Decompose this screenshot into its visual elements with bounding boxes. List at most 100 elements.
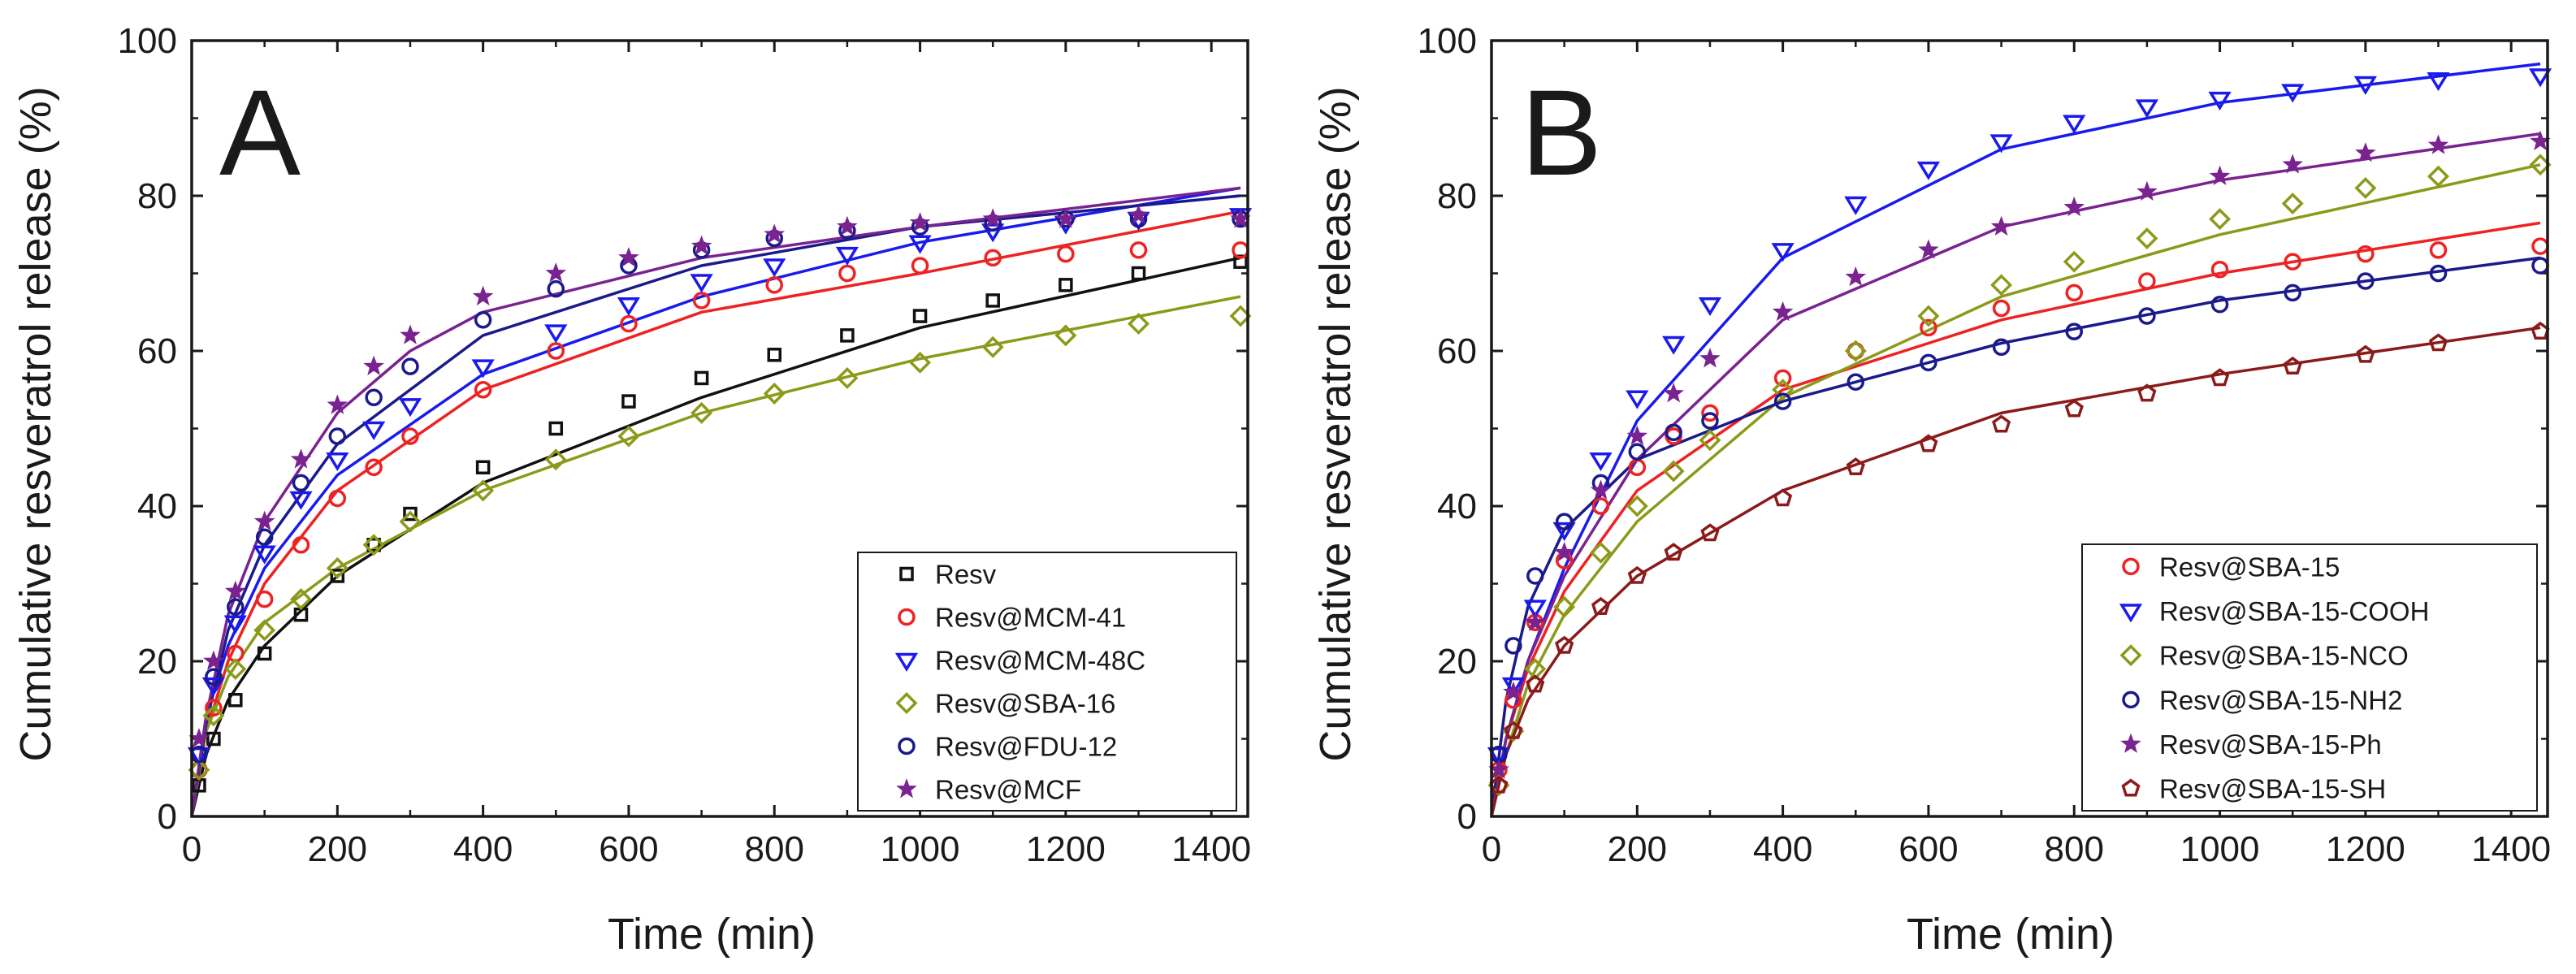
panel-b-series-3-point <box>1665 423 1682 442</box>
panel-b-series-4-point <box>2427 134 2449 154</box>
panel-a-series-5-point <box>837 215 858 236</box>
panel-a-series-0-point <box>330 569 345 583</box>
panel-b-series-2-point <box>1553 595 1576 618</box>
panel-b-series-1-point <box>1662 335 1686 355</box>
panel-a-series-4-point <box>401 357 419 375</box>
panel-a-legend-label: Resv@MCM-41 <box>935 603 1126 633</box>
panel-a-series-5-point <box>290 448 312 469</box>
panel-b-series-1-point <box>1589 452 1613 472</box>
panel-b-series-4-point <box>2355 142 2376 162</box>
panel-a-x-tick-label: 0 <box>182 829 201 869</box>
panel-a-x-tick-label: 1200 <box>1026 829 1106 869</box>
panel-a-series-0-point <box>228 693 243 708</box>
panel-b-series-4-point <box>1525 611 1546 632</box>
panel-a-series-2-point <box>289 491 313 510</box>
panel-b-x-tick-label: 1000 <box>2180 829 2260 869</box>
panel-a-series-2-point <box>362 421 386 440</box>
panel-b-series-5-point <box>2356 344 2375 363</box>
panel-a-legend-label: Resv@FDU-12 <box>935 732 1117 762</box>
panel-b-series-1-point <box>1989 134 2013 154</box>
panel-a-x-tick-label: 600 <box>599 829 658 869</box>
panel-a-legend-box <box>857 552 1237 812</box>
panel-b-series-0-point <box>2531 237 2549 255</box>
panel-a-series-0-point <box>1059 278 1073 292</box>
panel-b-series-1-point <box>1844 196 1868 215</box>
panel-a-series-2-point <box>981 223 1005 243</box>
panel-a-series-0-point <box>366 538 381 552</box>
panel-a-series-4-point <box>547 279 565 298</box>
panel-b-series-0-point <box>2429 241 2448 259</box>
panel-a-series-2-point <box>253 545 276 565</box>
panel-a-series-1-point <box>328 489 347 508</box>
panel-b-x-tick-label: 1400 <box>2471 829 2551 869</box>
panel-a-series-3-point <box>472 479 495 502</box>
panel-b-series-5-point <box>2283 356 2302 374</box>
panel-a-x-axis-title: Time (min) <box>608 910 816 959</box>
panel-a-series-5-point <box>909 211 931 232</box>
panel-a-series-5-point <box>253 510 275 530</box>
panel-b-series-2-point <box>2354 176 2377 199</box>
panel-b-series-4-point <box>2209 165 2231 185</box>
panel-b-series-3-point <box>1555 513 1574 530</box>
panel-b-series-5-point <box>1526 674 1545 693</box>
panel-b-series-4-point <box>2063 196 2085 217</box>
panel-b-series-5-point <box>2531 321 2550 340</box>
panel-b-series-0-point <box>1920 318 1937 337</box>
panel-a-series-3-point <box>362 534 385 556</box>
panel-b-series-4-point <box>1990 215 2012 236</box>
panel-a-letter: A <box>219 64 301 201</box>
panel-a-series-3-point <box>836 366 859 389</box>
panel-a-series-3-point <box>909 351 932 374</box>
panel-b-x-tick-label: 800 <box>2045 829 2104 869</box>
panel-b-series-0-point <box>2284 253 2301 271</box>
panel-b-series-0-point <box>1773 369 1792 387</box>
panel-b-legend-label: Resv@SBA-15-Ph <box>2159 729 2382 760</box>
panel-a-y-tick-label: 100 <box>118 21 177 61</box>
panel-b-series-2-point <box>2136 227 2158 249</box>
panel-b-series-2-point <box>2209 208 2232 231</box>
panel-a-series-3-point <box>399 510 422 533</box>
panel-a-series-3-point <box>1128 313 1149 335</box>
panel-a-series-3-point <box>253 619 276 642</box>
panel-a-series-1-point <box>1129 241 1148 259</box>
panel-a-legend-marker <box>895 692 918 714</box>
panel-b-plot-frame <box>1490 39 2549 818</box>
panel-b-series-1-point <box>1626 390 1649 409</box>
panel-a-series-1-point <box>205 699 223 717</box>
panel-b-legend-marker <box>2120 733 2141 753</box>
panel-b-series-3-point <box>1846 373 1865 391</box>
panel-a-y-axis-title: Cumulative resveratrol release (%) <box>11 86 60 761</box>
panel-b-legend-label: Resv@SBA-15-COOH <box>2159 596 2429 626</box>
panel-b-series-3-point <box>2357 272 2375 290</box>
panel-a-series-2-point <box>223 615 247 634</box>
panel-b-series-3-point <box>1628 443 1647 461</box>
panel-a-series-1-point <box>765 276 783 294</box>
panel-b-legend-label: Resv@SBA-15 <box>2159 552 2340 582</box>
panel-b-series-3-point <box>1920 353 1937 372</box>
panel-b-series-3-point <box>2284 284 2301 302</box>
panel-b-series-1-point <box>2281 84 2305 103</box>
panel-b-legend-marker <box>2122 690 2140 709</box>
panel-a-series-4-point <box>227 598 245 616</box>
panel-a-y-tick-label: 40 <box>137 487 177 526</box>
panel-b-legend-marker <box>2119 644 2142 667</box>
panel-b-x-tick-label: 600 <box>1898 829 1958 869</box>
panel-a-series-4-point <box>255 528 274 546</box>
panel-a-y-tick-label: 60 <box>137 331 177 371</box>
panel-a-series-1-point <box>1057 245 1075 263</box>
panel-b-y-tick-label: 40 <box>1437 487 1477 526</box>
panel-b-series-4-point <box>1553 541 1575 562</box>
panel-b-series-2-point <box>1699 429 1721 452</box>
panel-a-series-1-point <box>474 381 492 399</box>
panel-b-series-2-point <box>2063 250 2085 273</box>
panel-b-series-0-point <box>2065 284 2083 302</box>
panel-b-series-4-point <box>2282 154 2303 174</box>
panel-a-series-0-point <box>403 506 418 522</box>
panel-b-y-tick-label: 80 <box>1437 176 1477 216</box>
panel-a-series-1-point <box>292 536 310 554</box>
panel-a-legend-label: Resv <box>935 560 997 590</box>
panel-a-series-0-point <box>767 348 781 362</box>
panel-b-series-5-point <box>1504 721 1523 739</box>
panel-b-series-5-point <box>1919 434 1938 452</box>
panel-a-series-2-point <box>201 677 226 697</box>
